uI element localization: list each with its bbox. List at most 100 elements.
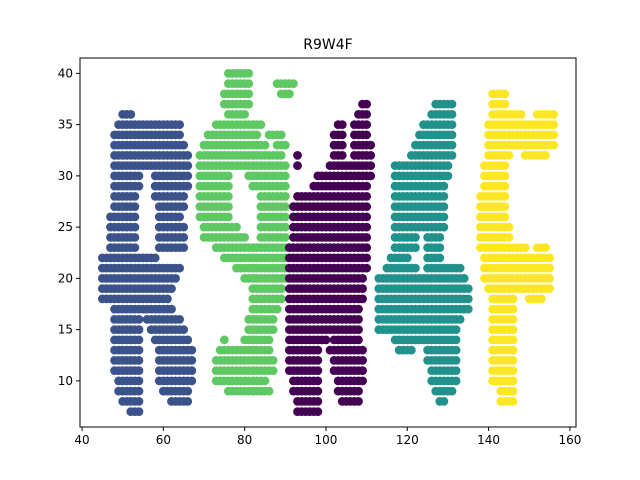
data-point-series-3	[447, 386, 457, 396]
data-point-series-3	[451, 355, 461, 365]
data-point-series-4	[516, 109, 526, 119]
data-point-series-0	[167, 304, 176, 314]
data-point-series-0	[134, 325, 144, 335]
data-point-series-2	[354, 304, 363, 314]
data-point-series-1	[276, 130, 286, 140]
data-point-series-3	[459, 273, 469, 283]
data-point-series-1	[223, 212, 233, 222]
data-point-series-2	[337, 140, 347, 150]
data-point-series-3	[447, 150, 457, 160]
data-point-series-1	[280, 202, 290, 212]
data-point-series-3	[451, 325, 461, 335]
data-point-series-4	[504, 222, 514, 232]
data-point-series-1	[240, 109, 250, 119]
data-point-series-4	[549, 120, 559, 130]
data-point-series-4	[504, 232, 514, 242]
data-point-series-2	[366, 171, 376, 181]
data-point-series-4	[508, 366, 518, 376]
data-point-series-3	[439, 222, 449, 232]
data-point-series-1	[244, 79, 254, 89]
data-point-series-2	[358, 284, 367, 294]
data-point-series-0	[187, 345, 197, 355]
data-point-series-0	[134, 181, 144, 191]
data-point-series-0	[179, 325, 189, 335]
data-point-series-1	[264, 335, 274, 345]
data-point-series-2	[313, 355, 323, 365]
data-point-series-0	[167, 284, 176, 294]
data-point-series-1	[240, 232, 250, 242]
data-point-series-2	[362, 253, 372, 263]
data-point-series-0	[175, 263, 185, 273]
data-point-series-2	[366, 161, 376, 171]
data-point-series-1	[223, 202, 233, 212]
plot-frame	[79, 57, 577, 428]
data-point-series-0	[163, 294, 172, 304]
x-tick-label: 80	[237, 433, 252, 447]
chart-title: R9W4F	[303, 37, 352, 53]
data-point-series-2	[313, 366, 323, 376]
data-point-series-0	[134, 396, 144, 406]
y-tick-label: 35	[58, 118, 73, 132]
data-point-series-1	[280, 161, 290, 171]
data-point-series-1	[232, 222, 241, 232]
data-point-series-4	[549, 140, 559, 150]
data-point-series-2	[362, 99, 372, 109]
data-point-series-1	[280, 232, 290, 242]
data-point-series-0	[183, 386, 193, 396]
data-point-series-1	[276, 284, 286, 294]
data-point-series-3	[411, 263, 420, 273]
data-point-series-3	[451, 345, 461, 355]
data-point-series-3	[406, 345, 416, 355]
data-point-series-1	[276, 150, 286, 160]
data-point-series-0	[187, 355, 197, 365]
data-point-series-2	[362, 263, 372, 273]
data-point-series-3	[463, 294, 473, 304]
data-point-series-0	[134, 407, 144, 417]
data-point-series-1	[276, 294, 286, 304]
data-point-series-2	[354, 396, 363, 406]
data-point-series-1	[223, 191, 233, 201]
data-point-series-4	[508, 335, 518, 345]
data-point-series-0	[179, 222, 189, 232]
data-point-series-3	[447, 109, 457, 119]
data-point-series-4	[500, 202, 510, 212]
data-point-series-0	[179, 202, 189, 212]
data-point-series-1	[280, 212, 290, 222]
data-point-series-1	[219, 335, 229, 345]
data-point-series-3	[447, 130, 457, 140]
data-point-series-3	[439, 212, 449, 222]
data-point-series-3	[451, 335, 461, 345]
data-point-series-2	[354, 314, 363, 324]
data-point-series-0	[130, 202, 140, 212]
data-point-series-1	[268, 355, 278, 365]
data-point-series-1	[244, 68, 254, 78]
data-point-series-3	[463, 284, 473, 294]
data-points	[97, 68, 559, 417]
y-tick-label: 40	[58, 66, 73, 80]
data-point-series-0	[187, 366, 197, 376]
data-point-series-3	[439, 191, 449, 201]
data-point-series-0	[134, 386, 144, 396]
data-point-series-2	[293, 150, 302, 160]
data-point-series-4	[508, 314, 518, 324]
data-point-series-0	[183, 161, 193, 171]
data-point-series-3	[463, 304, 473, 314]
y-tick-label: 30	[58, 169, 73, 183]
data-point-series-0	[187, 376, 197, 386]
data-point-series-2	[358, 366, 367, 376]
data-point-series-4	[508, 376, 518, 386]
data-point-series-1	[244, 99, 254, 109]
data-point-series-0	[175, 130, 185, 140]
data-point-series-2	[313, 386, 323, 396]
data-point-series-4	[508, 345, 518, 355]
data-point-series-1	[252, 130, 262, 140]
data-point-series-1	[260, 376, 270, 386]
data-point-series-3	[447, 120, 457, 130]
data-point-series-0	[183, 150, 193, 160]
data-point-series-4	[508, 294, 518, 304]
data-point-series-2	[354, 325, 363, 335]
data-point-series-2	[358, 345, 367, 355]
y-axis: 10 15 20 25 30 35 40	[58, 66, 80, 388]
data-point-series-3	[411, 243, 420, 253]
